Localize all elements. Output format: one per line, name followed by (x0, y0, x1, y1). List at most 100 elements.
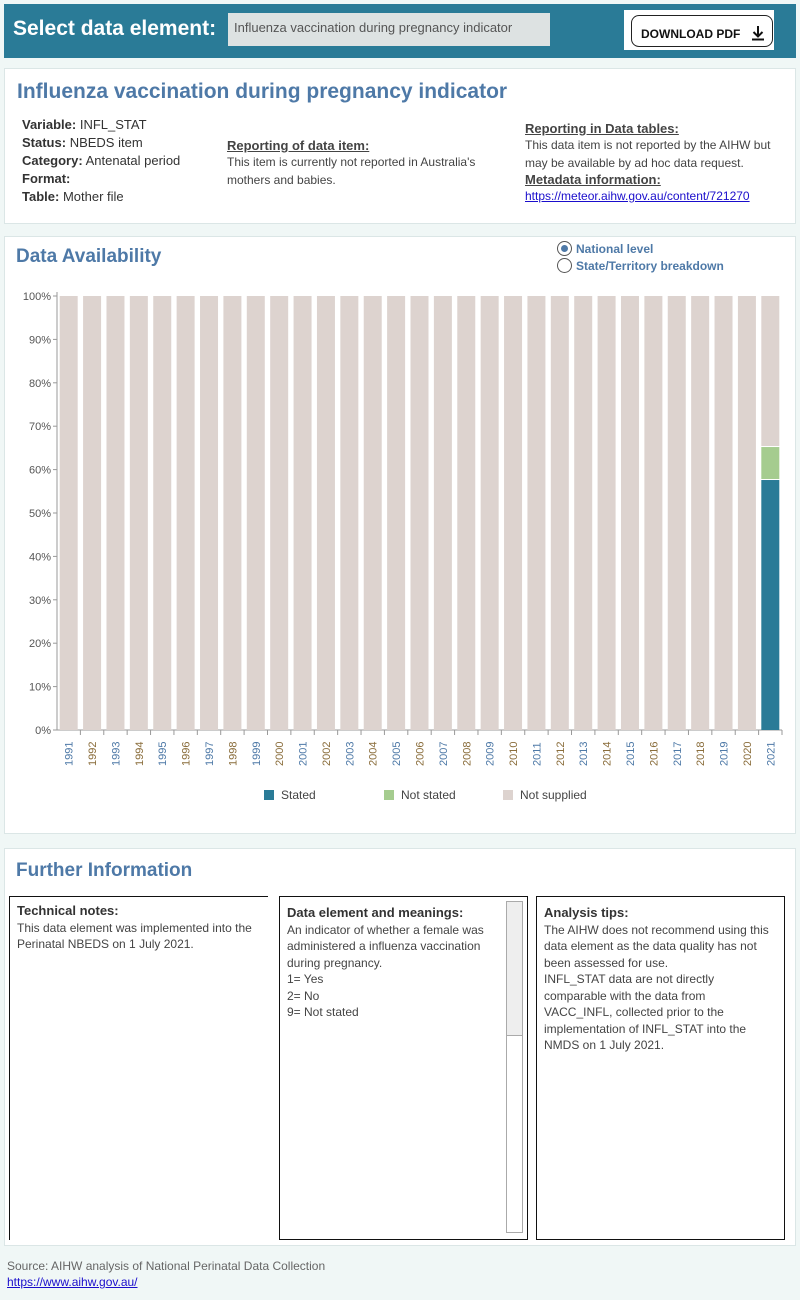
x-tick-label: 2015 (625, 742, 637, 766)
radio-label: State/Territory breakdown (576, 258, 724, 273)
meaning-item: 2= No (287, 988, 320, 1003)
bar-not-supplied (457, 296, 476, 730)
bar-not-supplied (667, 296, 686, 730)
legend-label: Stated (281, 788, 316, 802)
y-tick-label: 50% (29, 508, 51, 520)
reporting-heading: Reporting of data item: (227, 138, 370, 153)
reporting-text: This item is currently not reported in A… (227, 155, 476, 187)
x-tick-label: 2010 (508, 742, 520, 766)
bar-not-stated (761, 447, 780, 480)
x-tick-label: 2008 (461, 742, 473, 766)
further-title: Further Information (16, 860, 193, 881)
metadata-link[interactable]: https://meteor.aihw.gov.au/content/72127… (525, 189, 750, 203)
x-tick-label: 2012 (555, 742, 567, 766)
y-tick-label: 70% (29, 421, 51, 433)
field-row: Format: (22, 170, 180, 188)
y-tick-label: 80% (29, 378, 51, 390)
bar-stated (761, 480, 780, 730)
tables-section: Reporting in Data tables: This data item… (525, 121, 795, 205)
bar-not-supplied (504, 296, 523, 730)
legend-swatch (264, 790, 274, 800)
bar-not-supplied (597, 296, 616, 730)
technical-text: This data element was implemented into t… (17, 920, 252, 952)
y-tick-label: 20% (29, 638, 51, 650)
field-key: Category: (22, 153, 83, 168)
x-tick-label: 2011 (531, 742, 543, 766)
bar-not-supplied (574, 296, 593, 730)
scrollbar[interactable] (506, 901, 523, 1233)
field-row: Status: NBEDS item (22, 134, 180, 152)
x-tick-label: 2005 (391, 742, 403, 766)
x-tick-label: 2018 (695, 742, 707, 766)
radio-label: National level (576, 241, 654, 256)
radio-selected-icon[interactable] (557, 241, 572, 256)
x-tick-label: 2017 (672, 742, 684, 766)
x-tick-label: 1991 (64, 742, 76, 766)
y-tick-label: 40% (29, 551, 51, 563)
x-tick-label: 2019 (719, 742, 731, 766)
bar-not-supplied (129, 296, 148, 730)
download-icon (751, 26, 764, 41)
scrollbar-thumb[interactable] (507, 902, 522, 1036)
tips-text: The AIHW does not recommend using this d… (544, 922, 769, 970)
bar-not-supplied (387, 296, 406, 730)
radio-national[interactable]: National level (557, 241, 653, 256)
metadata-heading: Metadata information: (525, 172, 661, 187)
legend-swatch (503, 790, 513, 800)
bar-not-supplied (246, 296, 265, 730)
bar-not-supplied (363, 296, 382, 730)
x-tick-label: 1995 (157, 742, 169, 766)
bar-not-supplied (293, 296, 312, 730)
x-tick-label: 2016 (648, 742, 660, 766)
aihw-link[interactable]: https://www.aihw.gov.au/ (7, 1275, 138, 1289)
download-label: DOWNLOAD PDF (641, 27, 741, 41)
x-tick-label: 2009 (485, 742, 497, 766)
field-row: Category: Antenatal period (22, 152, 180, 170)
field-key: Variable: (22, 117, 77, 132)
x-tick-label: 2020 (742, 742, 754, 766)
x-tick-label: 1992 (87, 742, 99, 766)
x-tick-label: 2007 (438, 742, 450, 766)
bar-not-supplied (550, 296, 569, 730)
download-pdf-button[interactable]: DOWNLOAD PDF (631, 15, 773, 47)
y-tick-label: 90% (29, 334, 51, 346)
header-panel (4, 68, 796, 224)
tips-heading: Analysis tips: (544, 905, 629, 920)
bar-not-supplied (620, 296, 639, 730)
select-label: Select data element: (13, 17, 217, 40)
x-tick-label: 2001 (298, 742, 310, 766)
field-key: Table: (22, 189, 60, 204)
source-text: Source: AIHW analysis of National Perina… (7, 1259, 326, 1273)
x-tick-label: 2002 (321, 742, 333, 766)
bar-not-supplied (200, 296, 219, 730)
bar-not-supplied (106, 296, 125, 730)
meanings-text: An indicator of whether a female was adm… (287, 922, 484, 970)
radio-unselected-icon[interactable] (557, 258, 572, 273)
x-tick-label: 1993 (110, 742, 122, 766)
data-element-select[interactable]: Influenza vaccination during pregnancy i… (228, 13, 550, 46)
x-tick-label: 2013 (578, 742, 590, 766)
y-tick-label: 0% (35, 725, 51, 737)
field-key: Status: (22, 135, 67, 150)
y-tick-label: 100% (23, 291, 51, 303)
x-tick-label: 2003 (344, 742, 356, 766)
bar-not-supplied (59, 296, 78, 730)
x-tick-label: 1998 (227, 742, 239, 766)
tips-text: INFL_STAT data are not directly comparab… (544, 972, 747, 1052)
field-row: Variable: INFL_STAT (22, 116, 180, 134)
field-value: NBEDS item (69, 135, 143, 150)
x-tick-label: 1994 (134, 742, 146, 766)
radio-state[interactable]: State/Territory breakdown (557, 258, 724, 273)
bar-not-supplied (153, 296, 172, 730)
legend-swatch (384, 790, 394, 800)
reporting-section: Reporting of data item: This item is cur… (227, 138, 512, 189)
field-value: Antenatal period (85, 153, 181, 168)
bar-not-supplied (176, 296, 195, 730)
bar-not-supplied (644, 296, 663, 730)
technical-notes-box: Technical notes: This data element was i… (9, 896, 268, 1240)
x-tick-label: 2004 (368, 742, 380, 766)
analysis-tips-box: Analysis tips: The AIHW does not recomme… (536, 896, 785, 1240)
bar-not-supplied (691, 296, 710, 730)
download-area (624, 10, 774, 50)
x-tick-label: 2006 (415, 742, 427, 766)
